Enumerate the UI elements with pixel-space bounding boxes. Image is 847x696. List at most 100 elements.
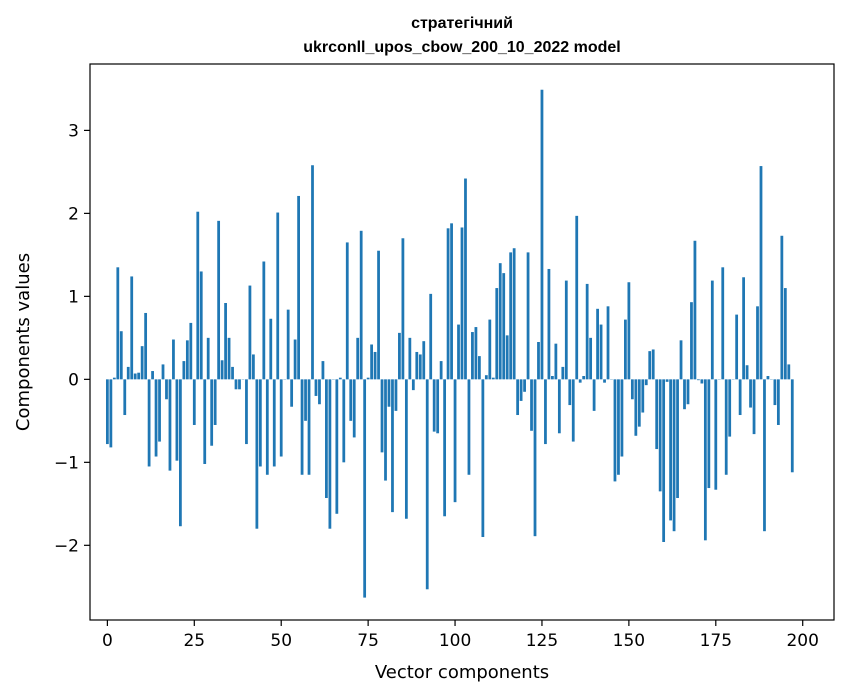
bar-128	[551, 376, 554, 380]
y-tick-label: 3	[68, 121, 79, 141]
bar-42	[252, 354, 255, 380]
bar-107	[477, 356, 481, 380]
bar-129	[554, 343, 558, 380]
x-tick-label: 75	[357, 631, 379, 651]
bar-161	[665, 379, 669, 382]
bar-55	[297, 195, 300, 380]
bar-193	[776, 379, 780, 425]
bar-187	[756, 306, 759, 380]
bar-86	[404, 379, 408, 519]
bar-80	[384, 379, 387, 481]
bar-78	[377, 250, 380, 380]
bar-29	[206, 337, 210, 380]
x-tick-label: 175	[700, 631, 732, 651]
bar-156	[648, 351, 652, 380]
bar-117	[512, 248, 516, 380]
bar-26	[196, 211, 200, 380]
bar-79	[380, 379, 384, 453]
bar-184	[745, 365, 749, 380]
bar-172	[703, 379, 707, 541]
bar-137	[582, 376, 586, 380]
bar-21	[179, 379, 182, 527]
bar-185	[749, 379, 752, 408]
bar-148	[620, 379, 624, 457]
bar-72	[356, 337, 360, 380]
bar-11	[144, 312, 148, 380]
bar-111	[491, 377, 495, 380]
bar-35	[227, 337, 231, 380]
bar-115	[505, 335, 509, 380]
bar-77	[373, 351, 377, 380]
bar-71	[352, 379, 356, 438]
bar-0	[105, 379, 109, 445]
bar-124	[537, 342, 540, 380]
y-axis-label: Components values	[13, 253, 34, 431]
bar-123	[533, 379, 537, 537]
bar-179	[728, 379, 732, 437]
bar-19	[172, 339, 175, 380]
bar-88	[411, 379, 415, 391]
x-tick-label: 25	[183, 631, 205, 651]
bar-58	[307, 379, 311, 475]
bar-122	[530, 379, 533, 431]
bar-186	[752, 379, 756, 435]
bar-43	[255, 379, 259, 529]
bar-41	[248, 285, 252, 380]
bar-195	[783, 288, 787, 380]
bar-7	[130, 276, 134, 380]
x-tick-label: 150	[613, 631, 645, 651]
bar-155	[644, 379, 648, 386]
bar-101	[457, 324, 460, 380]
bar-108	[481, 379, 485, 538]
bar-50	[279, 379, 283, 457]
bar-40	[245, 379, 248, 445]
bar-110	[488, 319, 492, 380]
bar-23	[185, 340, 189, 380]
bar-131	[561, 366, 565, 380]
bar-82	[391, 379, 394, 513]
bar-22	[182, 361, 186, 380]
bar-60	[314, 379, 318, 396]
bar-168	[690, 302, 693, 380]
bar-24	[189, 322, 193, 380]
bar-147	[617, 379, 620, 475]
bars-group	[105, 89, 794, 598]
bar-85	[401, 238, 405, 380]
bar-144	[606, 306, 610, 380]
bar-91	[422, 341, 426, 380]
bar-15	[158, 379, 161, 442]
bar-167	[686, 379, 690, 405]
bar-28	[203, 379, 207, 464]
bar-30	[210, 379, 214, 446]
x-tick-label: 125	[526, 631, 558, 651]
y-tick-label: 2	[68, 204, 79, 224]
bar-102	[460, 227, 464, 380]
bar-4	[119, 331, 123, 380]
bar-166	[683, 379, 686, 410]
bar-45	[262, 261, 266, 380]
bar-181	[735, 314, 739, 380]
bar-25	[192, 379, 196, 425]
bar-90	[418, 354, 422, 380]
bar-134	[571, 379, 575, 442]
bar-142	[599, 324, 603, 380]
bar-17	[165, 379, 168, 400]
bar-46	[265, 379, 269, 475]
x-tick-label: 50	[270, 631, 292, 651]
bar-6	[126, 366, 130, 380]
bar-8	[133, 373, 137, 380]
bar-169	[693, 240, 697, 380]
bar-173	[707, 379, 711, 489]
bar-14	[154, 379, 158, 457]
bar-194	[780, 235, 784, 380]
bar-2	[112, 377, 116, 380]
bar-153	[637, 379, 641, 427]
bar-192	[773, 379, 777, 406]
bar-154	[641, 379, 645, 413]
bar-10	[140, 346, 144, 380]
bar-114	[502, 273, 506, 380]
bar-157	[651, 349, 655, 380]
bar-113	[498, 263, 502, 380]
bar-103	[464, 178, 467, 380]
bar-197	[790, 379, 794, 473]
